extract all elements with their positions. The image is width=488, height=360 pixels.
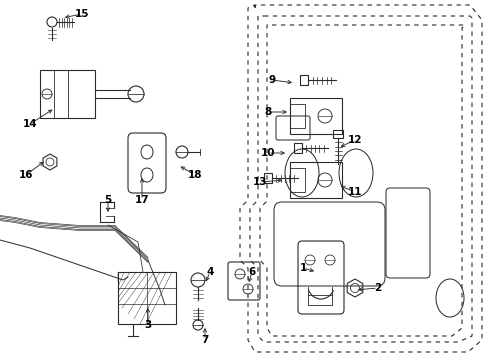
Text: 15: 15 <box>75 9 89 19</box>
Text: 2: 2 <box>374 283 381 293</box>
Text: 1: 1 <box>299 263 306 273</box>
Text: 7: 7 <box>201 335 208 345</box>
Text: 11: 11 <box>347 187 362 197</box>
Text: 14: 14 <box>22 119 37 129</box>
Text: 3: 3 <box>144 320 151 330</box>
Text: 12: 12 <box>347 135 362 145</box>
Text: 10: 10 <box>260 148 275 158</box>
Text: 6: 6 <box>248 267 255 277</box>
Text: 17: 17 <box>134 195 149 205</box>
Text: 18: 18 <box>187 170 202 180</box>
Text: 5: 5 <box>104 195 111 205</box>
Text: 8: 8 <box>264 107 271 117</box>
Text: 9: 9 <box>268 75 275 85</box>
Text: 13: 13 <box>252 177 267 187</box>
Text: 4: 4 <box>206 267 213 277</box>
Text: 16: 16 <box>19 170 33 180</box>
